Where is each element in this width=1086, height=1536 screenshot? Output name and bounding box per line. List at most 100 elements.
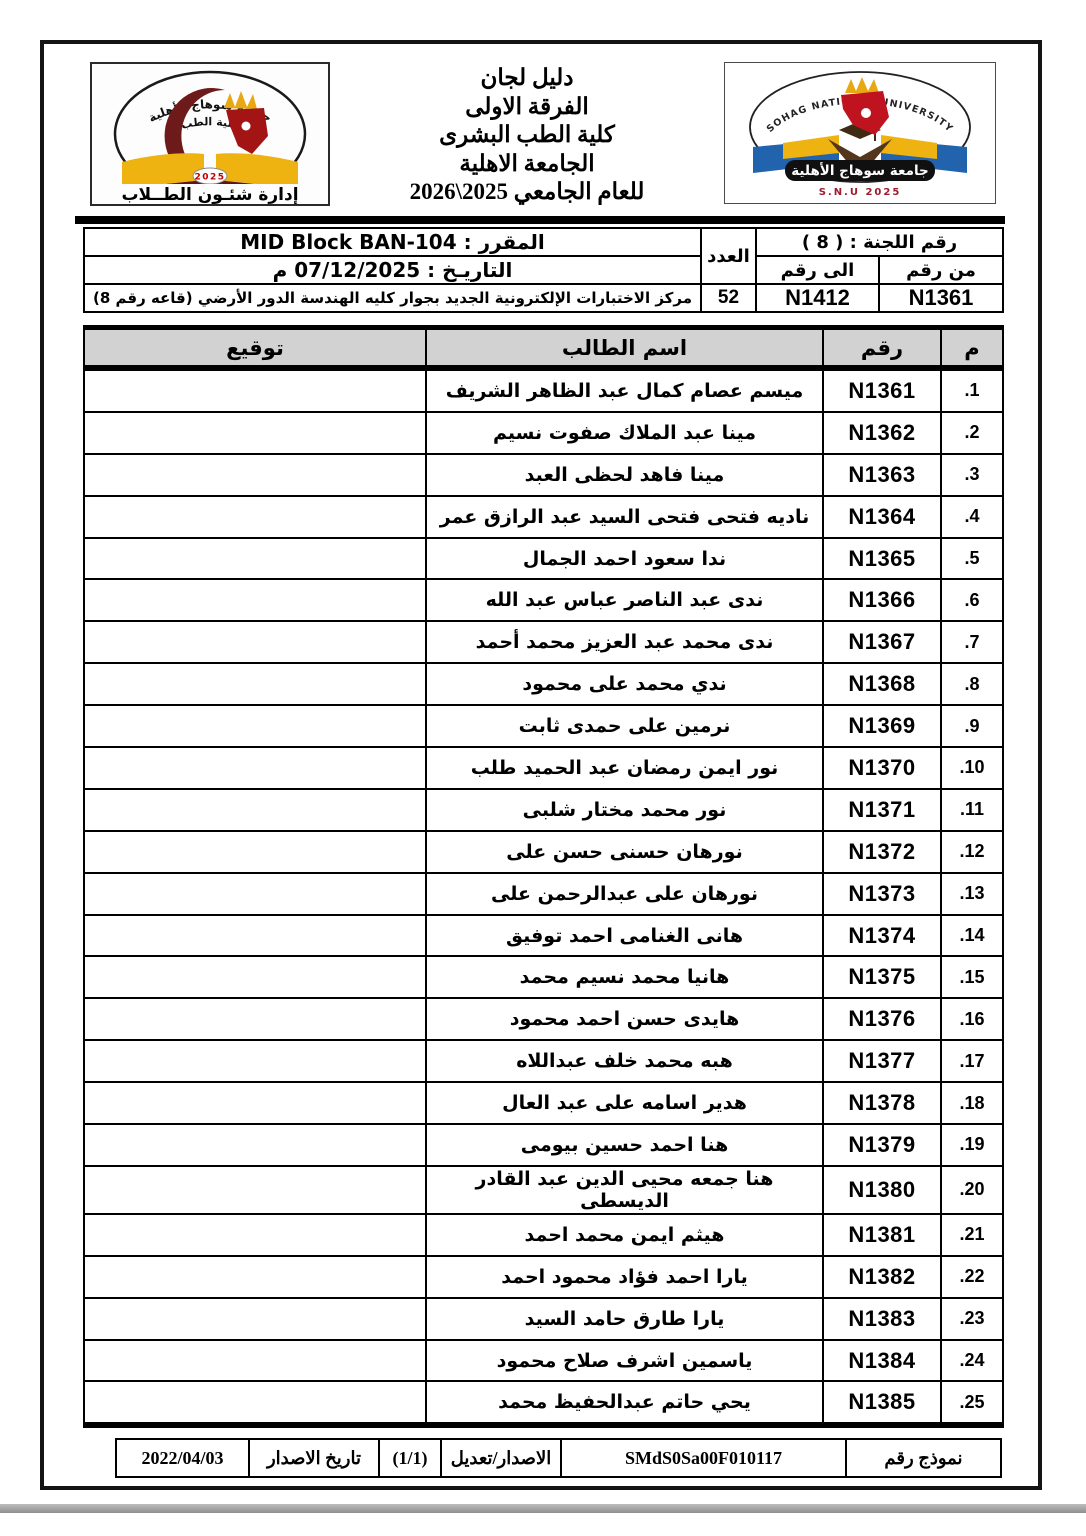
student-id-cell: N1363 <box>822 452 942 497</box>
student-id-cell: N1368 <box>822 662 942 707</box>
title-line-4: الجامعة الاهلية <box>459 150 595 176</box>
student-row: .9 N1369 نرمين على حمدى ثابت <box>83 704 1004 749</box>
left-logo-banner-text: إدارة شئـون الطــلاب <box>121 185 298 204</box>
student-row: .2 N1362 مينا عبد الملاك صفوت نسيم <box>83 410 1004 455</box>
student-name-cell: يحي حاتم عبدالحفيظ محمد <box>425 1380 824 1429</box>
title-line-3: كلية الطب البشرى <box>439 122 615 147</box>
student-row: .8 N1368 ندي محمد على محمود <box>83 662 1004 707</box>
form-number-label: نموذج رقم <box>845 1438 1002 1478</box>
serial-cell: .15 <box>940 955 1004 1000</box>
student-row: .1 N1361 ميسم عصام كمال عبد الظاهر الشريف <box>83 367 1004 413</box>
signature-cell <box>83 1164 427 1215</box>
student-id-cell: N1371 <box>822 787 942 832</box>
student-name-cell: يارا احمد فؤاد محمود احمد <box>425 1254 824 1299</box>
sun-rays-icon <box>845 77 879 93</box>
student-id-cell: N1385 <box>822 1380 942 1429</box>
student-id-cell: N1380 <box>822 1164 942 1215</box>
banner-strip <box>94 184 326 204</box>
page-bottom-shadow <box>0 1504 1086 1513</box>
student-id-cell: N1375 <box>822 955 942 1000</box>
form-number-value: SMdS0Sa00F010117 <box>560 1438 847 1478</box>
student-name-cell: ميسم عصام كمال عبد الظاهر الشريف <box>425 367 824 413</box>
course-cell: المقرر : MID Block BAN-104 <box>83 227 702 257</box>
serial-cell: .21 <box>940 1212 1004 1257</box>
course-label: المقرر : <box>463 230 545 254</box>
serial-cell: .16 <box>940 997 1004 1042</box>
signature-cell <box>83 410 427 455</box>
student-row: .17 N1377 هبه محمد خلف عبداللاه <box>83 1039 1004 1084</box>
serial-cell: .4 <box>940 494 1004 539</box>
student-id-cell: N1379 <box>822 1123 942 1167</box>
student-name-cell: ياسمين اشرف صلاح محمود <box>425 1338 824 1383</box>
title-line-2: الفرقة الاولى <box>465 93 589 119</box>
student-row: .20 N1380 هنا جمعه محيى الدين عبد القادر ا… <box>83 1164 1004 1215</box>
university-banner-text: جامعة سوهاج الأهلية <box>791 162 929 179</box>
student-name-cell: مينا فاهد لحظى العبد <box>425 452 824 497</box>
student-id-cell: N1378 <box>822 1081 942 1126</box>
signature-cell <box>83 662 427 707</box>
left-logo-arc-text-inner: كلية الطب <box>180 115 241 132</box>
student-row: .16 N1376 هايدى حسن احمد محمود <box>83 997 1004 1042</box>
issue-date-label: تاريخ الاصدار <box>248 1438 380 1478</box>
signature-cell <box>83 1254 427 1299</box>
serial-cell: .2 <box>940 410 1004 455</box>
student-id-cell: N1377 <box>822 1039 942 1084</box>
student-id-cell: N1373 <box>822 871 942 916</box>
student-name-cell: ندى محمد عبد العزيز محمد أحمد <box>425 620 824 665</box>
student-name-cell: هنا جمعه محيى الدين عبد القادر الديسطى <box>425 1164 824 1215</box>
student-row: .4 N1364 ناديه فتحى فتحى السيد عبد الرازق … <box>83 494 1004 539</box>
student-name-cell: هدير اسامه على عبد العال <box>425 1081 824 1126</box>
student-id-cell: N1374 <box>822 913 942 958</box>
serial-cell: .1 <box>940 367 1004 413</box>
signature-cell <box>83 787 427 832</box>
book-right-page <box>881 135 937 159</box>
serial-cell: .12 <box>940 829 1004 874</box>
signature-cell <box>83 1212 427 1257</box>
from-number-value: N1361 <box>878 283 1004 313</box>
issue-date-value: 2022/04/03 <box>115 1438 250 1478</box>
student-row: .10 N1370 نور ايمن رمضان عبد الحميد طلب <box>83 746 1004 790</box>
signature-cell <box>83 1081 427 1126</box>
document-header: جامعة سوهاج الأهلية كلية الطب 2025 إدارة… <box>44 62 1038 214</box>
page-frame: جامعة سوهاج الأهلية كلية الطب 2025 إدارة… <box>40 40 1042 1490</box>
serial-cell: .20 <box>940 1164 1004 1215</box>
student-id-cell: N1381 <box>822 1212 942 1257</box>
student-id-cell: N1376 <box>822 997 942 1042</box>
serial-cell: .7 <box>940 620 1004 665</box>
student-name-cell: مينا عبد الملاك صفوت نسيم <box>425 410 824 455</box>
serial-cell: .6 <box>940 578 1004 623</box>
student-row: .22 N1382 يارا احمد فؤاد محمود احمد <box>83 1254 1004 1299</box>
student-row: .3 N1363 مينا فاهد لحظى العبد <box>83 452 1004 497</box>
student-name-cell: هايدى حسن احمد محمود <box>425 997 824 1042</box>
student-id-cell: N1384 <box>822 1338 942 1383</box>
issue-label: الاصدار/تعديل <box>440 1438 562 1478</box>
student-row: .12 N1372 نورهان حسنى حسن على <box>83 829 1004 874</box>
serial-cell: .9 <box>940 704 1004 749</box>
student-name-cell: هيثم ايمن محمد احمد <box>425 1212 824 1257</box>
serial-cell: .18 <box>940 1081 1004 1126</box>
serial-cell: .24 <box>940 1338 1004 1383</box>
student-id-cell: N1382 <box>822 1254 942 1299</box>
university-sub-text: S.N.U 2025 <box>819 187 902 198</box>
id-column-header: رقم <box>822 325 942 371</box>
count-header: العدد <box>700 227 757 285</box>
egypt-map-icon <box>226 108 268 154</box>
exam-date: التاريـخ : 07/12/2025 م <box>83 255 702 285</box>
student-name-cell: ناديه فتحى فتحى السيد عبد الرازق عمر <box>425 494 824 539</box>
signature-cell <box>83 1123 427 1167</box>
student-name-cell: هانى الغنامى احمد توفيق <box>425 913 824 958</box>
count-value: 52 <box>700 283 757 313</box>
name-column-header: اسم الطالب <box>425 325 824 371</box>
signature-column-header: توقيع <box>83 325 427 371</box>
signature-cell <box>83 578 427 623</box>
serial-column-header: م <box>940 325 1004 371</box>
form-footer-table: نموذج رقم SMdS0Sa00F010117 الاصدار/تعديل… <box>115 1438 1002 1478</box>
student-row: .18 N1378 هدير اسامه على عبد العال <box>83 1081 1004 1126</box>
title-line-1: دليل لجان <box>480 65 574 90</box>
student-name-cell: نرمين على حمدى ثابت <box>425 704 824 749</box>
signature-cell <box>83 1039 427 1084</box>
signature-cell <box>83 1380 427 1429</box>
to-number-value: N1412 <box>755 283 880 313</box>
student-row: .15 N1375 هانيا محمد نسيم محمد <box>83 955 1004 1000</box>
student-affairs-logo-graphic: جامعة سوهاج الأهلية كلية الطب 2025 إدارة… <box>94 70 326 205</box>
